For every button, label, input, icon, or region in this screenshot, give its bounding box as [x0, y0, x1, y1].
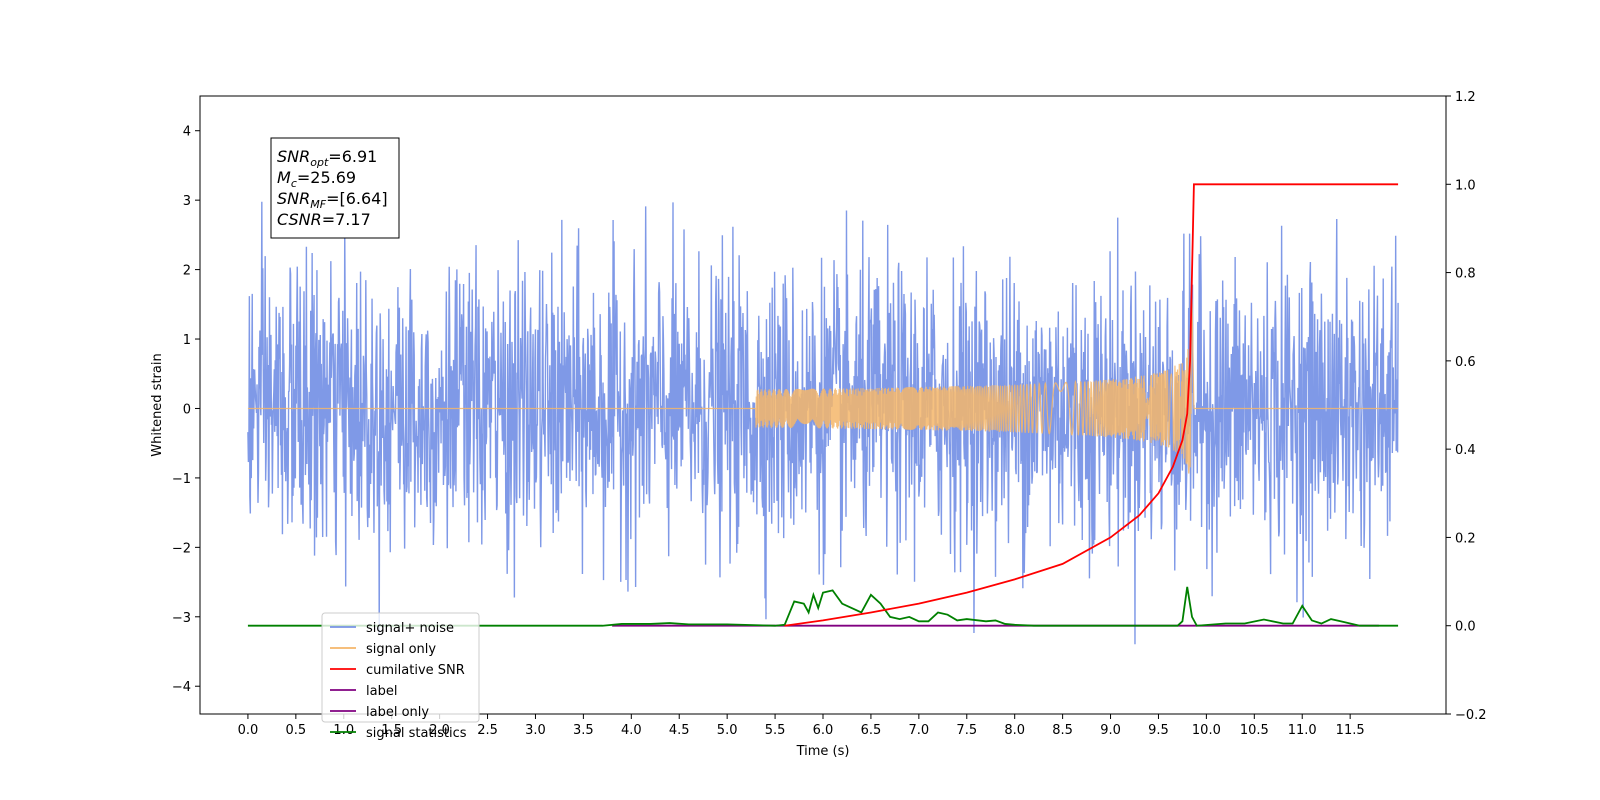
x-tick-label: 11.5 — [1336, 723, 1365, 738]
x-tick-label: 9.5 — [1148, 723, 1169, 738]
stat-snr_mf: SNRMF=[6.64] — [277, 189, 388, 211]
plot-series — [247, 183, 1399, 645]
legend-entry: signal+ noise — [366, 621, 454, 636]
stat-snr_opt: SNRopt=6.91 — [277, 147, 377, 169]
legend-frame — [321, 612, 480, 723]
x-tick-label: 2.0 — [429, 723, 450, 738]
y-axis-label: Whitened strain — [150, 353, 165, 456]
y2-tick-label: 0.8 — [1455, 267, 1476, 282]
stat-value: =6.91 — [328, 147, 377, 166]
x-tick-label: 3.5 — [573, 723, 594, 738]
series-signal-only — [247, 298, 1399, 474]
stat-name: M — [277, 168, 291, 187]
x-tick-label: 4.5 — [669, 723, 690, 738]
x-tick-label: 7.0 — [909, 723, 930, 738]
x-tick-label: 1.5 — [381, 723, 402, 738]
y2-tick-label: 0.0 — [1455, 620, 1476, 635]
stat-value: =[6.64] — [326, 189, 388, 208]
x-tick-label: 5.0 — [717, 723, 738, 738]
y-axis-right: 1.2 1.0 0.8 0.6 0.4 0.2 0.0 −0.2 — [1446, 90, 1487, 723]
y-axis-left: 4 3 2 1 0 −1 −2 −3 −4 Whitened strain — [150, 125, 200, 695]
y2-tick-label: 0.4 — [1455, 443, 1476, 458]
legend-entry: label — [366, 684, 397, 699]
y-tick-label: 3 — [183, 194, 191, 209]
stat-mc: Mc=25.69 — [277, 168, 356, 190]
stat-name: SNR — [277, 147, 310, 166]
x-tick-label: 6.5 — [861, 723, 882, 738]
legend-entry: signal only — [366, 642, 436, 657]
stat-value: =25.69 — [297, 168, 356, 187]
stat-name: CSNR — [277, 210, 322, 229]
stat-subscript: c — [291, 177, 297, 190]
stat-subscript: MF — [310, 198, 326, 211]
x-tick-label: 0.0 — [238, 723, 259, 738]
series-cumulative-snr — [784, 183, 1399, 627]
x-axis: 0.0 0.5 1.0 1.5 2.0 2.5 3.0 3.5 4.0 4.5 5.0 5.5 6.0 6… — [238, 714, 1365, 759]
x-tick-label: 8.5 — [1052, 723, 1073, 738]
y-tick-label: −3 — [172, 611, 191, 626]
x-tick-label: 2.5 — [477, 723, 498, 738]
y2-tick-label: 0.6 — [1455, 355, 1476, 370]
x-tick-label: 10.0 — [1192, 723, 1221, 738]
y-tick-label: 1 — [183, 333, 191, 348]
series-signal-noise — [247, 201, 1399, 645]
x-tick-label: 3.0 — [525, 723, 546, 738]
y-tick-label: −1 — [172, 472, 191, 487]
y2-tick-label: 1.2 — [1455, 90, 1476, 105]
x-tick-label: 10.5 — [1240, 723, 1269, 738]
legend: signal+ noise signal only cumilative SNR la… — [321, 612, 480, 741]
series-signal-statistics — [247, 586, 1399, 627]
y-tick-label: 2 — [183, 264, 191, 279]
y2-tick-label: −0.2 — [1455, 708, 1487, 723]
y2-tick-label: 1.0 — [1455, 178, 1476, 193]
x-tick-label: 5.5 — [765, 723, 786, 738]
x-tick-label: 0.5 — [286, 723, 307, 738]
x-axis-label: Time (s) — [796, 744, 850, 759]
x-tick-label: 9.0 — [1100, 723, 1121, 738]
stat-csnr: CSNR=7.17 — [277, 210, 371, 229]
x-tick-label: 6.0 — [813, 723, 834, 738]
y-tick-label: −4 — [172, 680, 191, 695]
legend-entry: cumilative SNR — [366, 663, 465, 678]
x-tick-label: 11.0 — [1288, 723, 1317, 738]
stat-subscript: opt — [310, 156, 329, 169]
x-tick-label: 4.0 — [621, 723, 642, 738]
x-tick-label: 1.0 — [333, 723, 354, 738]
legend-entry: signal statistics — [366, 726, 467, 741]
y-tick-label: −2 — [172, 541, 191, 556]
y2-tick-label: 0.2 — [1455, 531, 1476, 546]
legend-entry: label only — [366, 705, 429, 720]
stat-value: =7.17 — [322, 210, 371, 229]
x-tick-label: 8.0 — [1004, 723, 1025, 738]
y-tick-label: 0 — [183, 402, 191, 417]
y-tick-label: 4 — [183, 125, 191, 140]
stats-box-frame — [270, 137, 400, 239]
x-tick-label: 7.5 — [956, 723, 977, 738]
stat-name: SNR — [277, 189, 310, 208]
